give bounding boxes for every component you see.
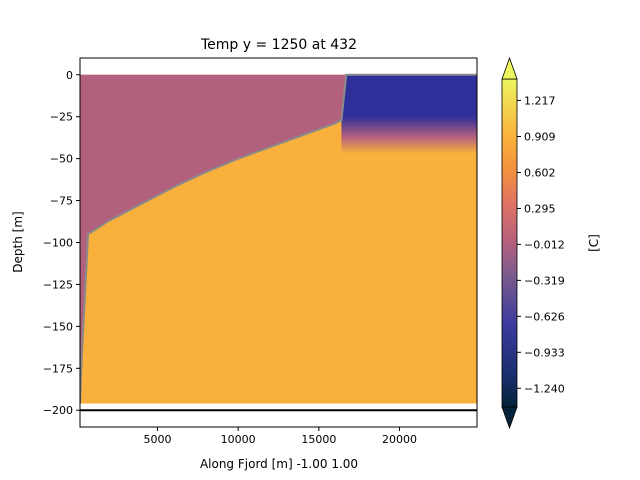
x-axis-label: Along Fjord [m] -1.00 1.00 bbox=[200, 457, 358, 471]
ice-profile-line bbox=[80, 73, 477, 404]
y-tick-label: −150 bbox=[43, 320, 73, 333]
y-axis: 0 −25 −50 −75 −100 −125 −150 −175 −200 bbox=[43, 69, 80, 417]
y-tick-label: −75 bbox=[50, 195, 73, 208]
x-tick-label: 5000 bbox=[143, 433, 171, 446]
colorbar-tick-label: −1.240 bbox=[524, 382, 565, 395]
colorbar-tick-label: 1.217 bbox=[524, 94, 556, 107]
x-axis: 5000 10000 15000 20000 bbox=[143, 427, 417, 446]
x-tick-label: 10000 bbox=[221, 433, 256, 446]
shelf-water-region bbox=[341, 74, 477, 154]
y-axis-label: Depth [m] bbox=[11, 211, 25, 272]
colorbar-tick-label: −0.626 bbox=[524, 310, 565, 323]
colorbar-tick-label: −0.319 bbox=[524, 274, 565, 287]
y-tick-label: −200 bbox=[43, 404, 73, 417]
y-tick-label: −50 bbox=[50, 153, 73, 166]
colorbar-tick-label: 0.909 bbox=[524, 131, 556, 144]
y-tick-label: −25 bbox=[50, 111, 73, 124]
colorbar-tick-label: 0.602 bbox=[524, 166, 556, 179]
temperature-field bbox=[80, 74, 477, 404]
y-tick-label: −125 bbox=[43, 278, 73, 291]
colorbar-tick-label: −0.933 bbox=[524, 346, 565, 359]
colorbar-extend-top bbox=[501, 56, 518, 80]
colorbar-tick-label: 0.295 bbox=[524, 202, 556, 215]
x-tick-label: 20000 bbox=[382, 433, 417, 446]
colorbar: 1.217 0.909 0.602 0.295 −0.012 −0.319 −0.626 −0… bbox=[501, 56, 601, 430]
colorbar-body bbox=[501, 78, 518, 408]
x-tick-label: 15000 bbox=[301, 433, 336, 446]
colorbar-tick-label: −0.012 bbox=[524, 238, 565, 251]
y-tick-label: 0 bbox=[66, 69, 73, 82]
fresh-water-region bbox=[80, 74, 477, 404]
y-tick-label: −100 bbox=[43, 237, 73, 250]
colorbar-ticks: 1.217 0.909 0.602 0.295 −0.012 −0.319 −0.626 −0… bbox=[517, 94, 565, 395]
plot-area bbox=[80, 73, 477, 412]
colorbar-extend-bottom bbox=[501, 406, 518, 430]
colorbar-label: [C] bbox=[587, 234, 601, 252]
chart-title: Temp y = 1250 at 432 bbox=[200, 37, 357, 53]
y-tick-label: −175 bbox=[43, 362, 73, 375]
